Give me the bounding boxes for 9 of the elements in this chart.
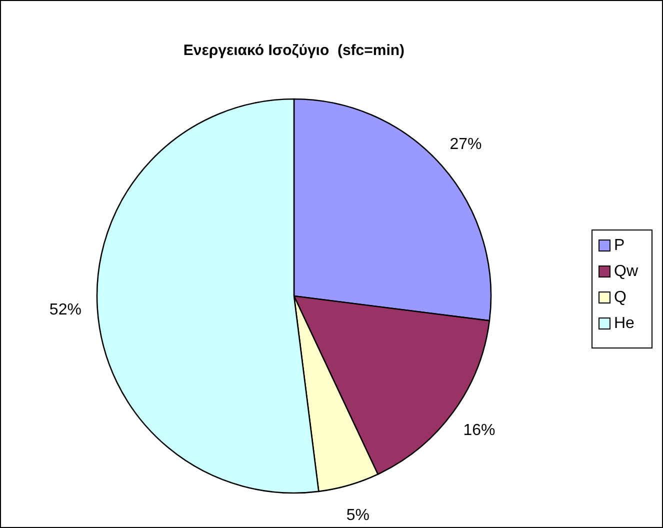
legend-label: Qw	[614, 263, 638, 280]
legend-label: P	[614, 237, 625, 254]
data-label: 5%	[346, 507, 370, 524]
data-label: 16%	[463, 422, 496, 439]
data-label: 52%	[49, 302, 82, 319]
chart-title: Ενεργειακό Ισοζύγιο (sfc=min)	[183, 42, 405, 59]
legend-label: He	[614, 315, 635, 332]
legend-label: Q	[614, 289, 626, 306]
data-label: 27%	[450, 136, 482, 153]
